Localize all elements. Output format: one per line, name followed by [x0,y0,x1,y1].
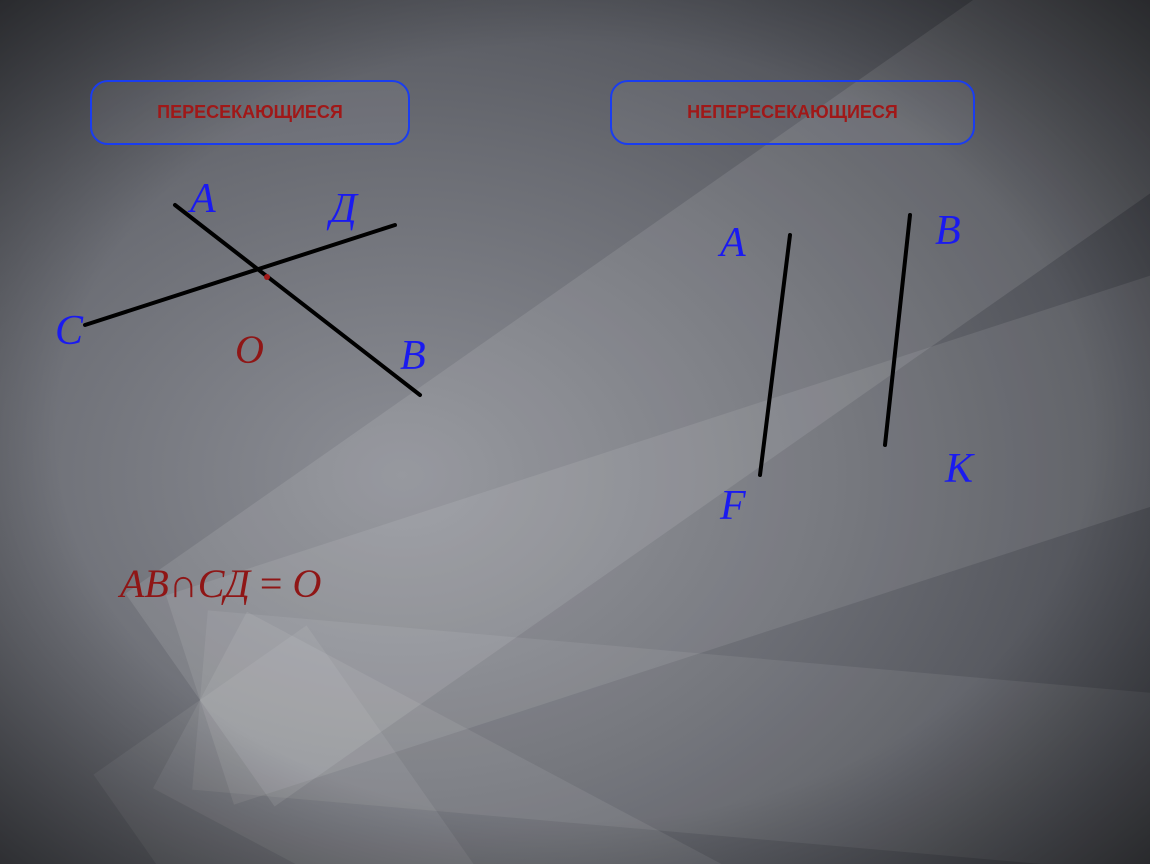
right-label-K: K [945,448,973,490]
right-label-A: А [720,222,746,264]
left-label-C: С [55,310,83,352]
left-label-B: В [400,335,426,377]
segment-AF [760,235,790,475]
right-label-B: В [935,210,961,252]
slide: ПЕРЕСЕКАЮЩИЕСЯ НЕПЕРЕСЕКАЮЩИЕСЯ АДСВОАВF… [0,0,1150,864]
left-label-A: А [190,178,216,220]
right-label-F: F [720,485,746,527]
diagram-right [0,0,1150,864]
left-label-D: Д [330,188,357,230]
segment-BK [885,215,910,445]
formula: АВ∩СД = О [120,560,321,607]
left-label-O: О [235,330,264,370]
